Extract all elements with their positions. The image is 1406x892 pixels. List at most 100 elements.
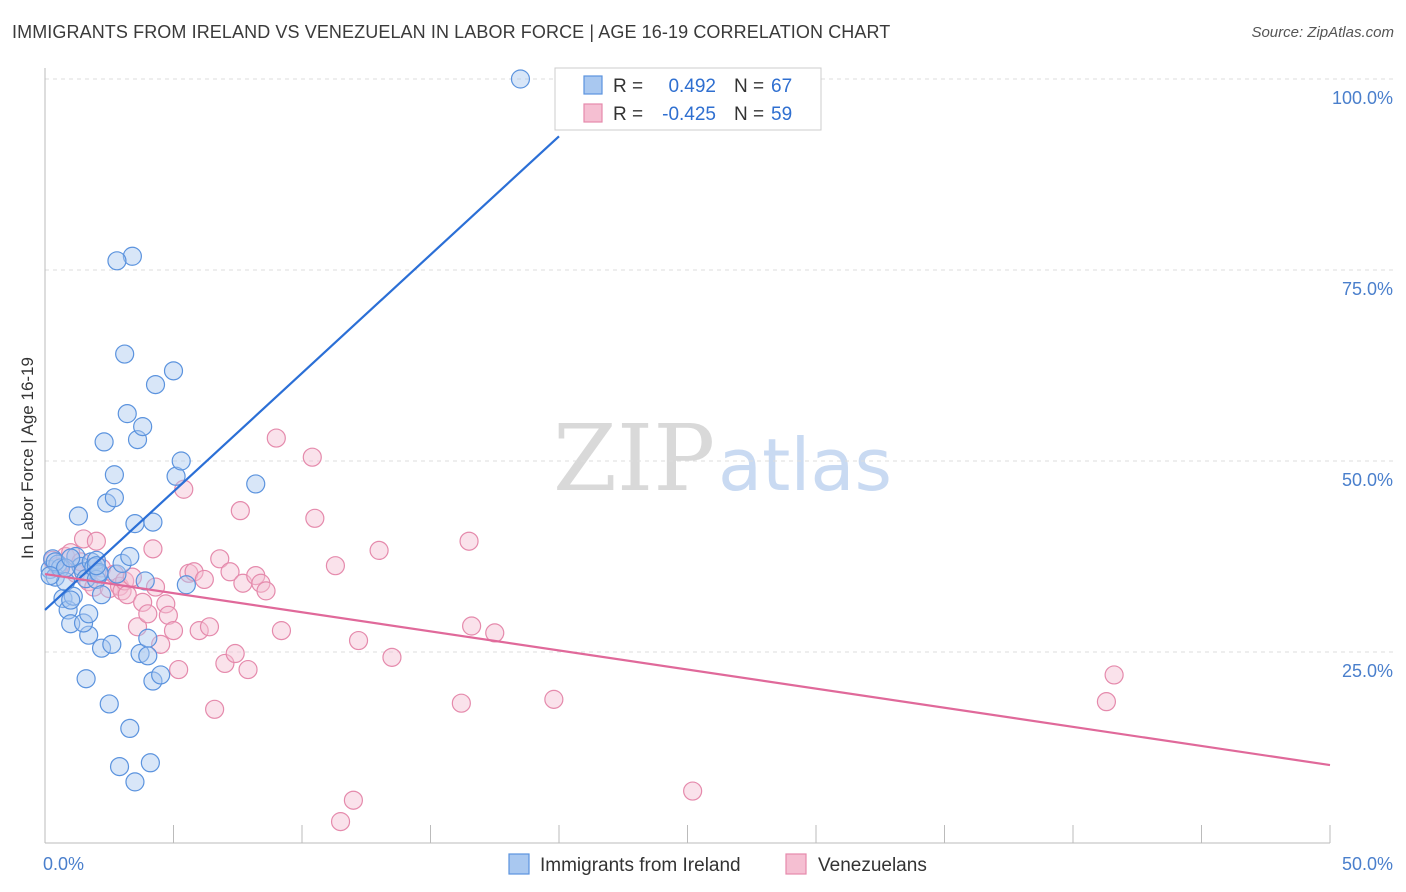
- x-tick-label-max: 50.0%: [1342, 854, 1393, 874]
- ireland-point: [125, 514, 145, 534]
- ireland-point: [102, 634, 122, 654]
- venezuelans-point: [143, 539, 163, 559]
- watermark: ZIP atlas: [553, 405, 892, 512]
- ireland-point: [104, 488, 124, 508]
- ireland-point: [79, 625, 99, 645]
- ireland-point: [151, 665, 171, 685]
- ireland-point: [61, 548, 81, 568]
- ireland-point: [68, 506, 89, 526]
- venezuelans-point: [302, 447, 322, 467]
- ireland-point: [145, 375, 166, 395]
- ireland-point: [171, 451, 191, 471]
- venezuelans-point: [194, 569, 214, 590]
- ireland-point: [510, 69, 531, 89]
- ireland-point: [109, 756, 130, 777]
- ireland-point: [112, 553, 132, 573]
- venezuelans-point: [369, 540, 389, 560]
- venezuelans-point: [156, 594, 176, 614]
- axes: [44, 68, 1331, 844]
- legend-n-value-ireland: 67: [771, 76, 792, 97]
- legend-n-value-venezuelans: 59: [771, 104, 792, 125]
- ireland-point: [138, 646, 158, 666]
- y-tick-labels: 25.0% 50.0% 75.0% 100.0%: [1332, 88, 1393, 681]
- venezuelans-point: [138, 604, 158, 624]
- ireland-point: [117, 404, 137, 424]
- y-tick-label: 25.0%: [1342, 661, 1393, 681]
- venezuelans-point: [683, 781, 703, 801]
- ireland-point: [104, 465, 124, 485]
- venezuelans-point: [462, 616, 482, 636]
- venezuelans-point: [199, 617, 220, 637]
- ireland-point: [99, 694, 119, 714]
- ireland-point: [176, 575, 196, 595]
- venezuelans-point: [169, 659, 189, 680]
- venezuelans-point: [205, 699, 225, 719]
- ireland-point: [107, 251, 127, 271]
- ireland-trendline: [44, 135, 560, 611]
- venezuelans-point: [271, 621, 292, 641]
- y-tick-label: 50.0%: [1342, 470, 1393, 490]
- legend-swatch-venezuelans: [583, 103, 603, 123]
- venezuelans-point: [230, 501, 250, 521]
- venezuelans-point: [544, 689, 564, 709]
- legend-n-label-ireland: N =: [734, 76, 764, 97]
- ireland-point: [94, 432, 114, 452]
- watermark-zip: ZIP: [553, 405, 715, 512]
- ireland-point: [61, 590, 81, 610]
- legend-r-value-venezuelans: -0.425: [662, 104, 716, 125]
- ireland-point: [79, 604, 99, 624]
- venezuelans-point: [225, 643, 245, 664]
- venezuelans-point: [1096, 692, 1117, 712]
- x-tick-labels: 0.0% 50.0%: [43, 854, 1393, 874]
- trendlines: [44, 135, 1331, 767]
- chart-source: Source: ZipAtlas.com: [1251, 24, 1394, 41]
- venezuelans-trendline: [44, 572, 1331, 767]
- bottom-legend-swatch-venezuelans: [785, 853, 807, 875]
- ireland-point: [86, 556, 107, 576]
- venezuelans-point: [1104, 665, 1124, 685]
- venezuelans-point: [330, 812, 351, 832]
- ireland-point: [125, 772, 145, 792]
- ireland-point: [130, 643, 150, 664]
- venezuelans-point: [325, 556, 346, 576]
- venezuelans-point: [163, 621, 184, 641]
- ireland-point: [120, 718, 140, 739]
- ireland-point: [143, 671, 163, 691]
- venezuelans-point: [158, 605, 178, 625]
- chart-title: IMMIGRANTS FROM IRELAND VS VENEZUELAN IN…: [12, 22, 891, 42]
- venezuelans-point: [189, 621, 209, 641]
- y-axis-label: In Labor Force | Age 16-19: [18, 357, 37, 559]
- ireland-point: [246, 474, 266, 494]
- legend-n-label-venezuelans: N =: [734, 104, 764, 125]
- watermark-atlas: atlas: [718, 423, 892, 507]
- bottom-legend-label-venezuelans: Venezuelans: [818, 855, 927, 876]
- grid: [45, 78, 1395, 653]
- legend-swatch-ireland: [583, 75, 603, 95]
- venezuelans-point: [451, 693, 471, 713]
- ireland-point: [115, 344, 135, 364]
- ireland-point: [91, 585, 112, 605]
- legend-r-label-venezuelans: R =: [613, 104, 643, 125]
- legend-r-value-ireland: 0.492: [668, 76, 716, 97]
- ireland-point: [76, 669, 96, 689]
- ireland-point: [122, 246, 142, 266]
- ireland-point: [107, 564, 127, 584]
- ireland-point: [120, 546, 140, 567]
- bottom-legend-label-ireland: Immigrants from Ireland: [540, 855, 741, 876]
- ireland-point: [140, 753, 160, 773]
- ireland-points: [40, 69, 531, 792]
- ireland-point: [133, 417, 153, 437]
- venezuelans-point: [133, 592, 153, 612]
- ireland-point: [73, 613, 94, 633]
- venezuelans-point: [266, 428, 286, 448]
- venezuelans-point: [343, 790, 363, 810]
- ireland-point: [163, 361, 184, 381]
- venezuelans-point: [210, 549, 230, 569]
- venezuelans-point: [348, 630, 369, 651]
- ireland-point: [166, 466, 186, 486]
- ireland-point: [143, 512, 163, 532]
- venezuelans-point: [305, 508, 325, 528]
- venezuelans-point: [256, 581, 276, 601]
- venezuelans-point: [215, 653, 235, 674]
